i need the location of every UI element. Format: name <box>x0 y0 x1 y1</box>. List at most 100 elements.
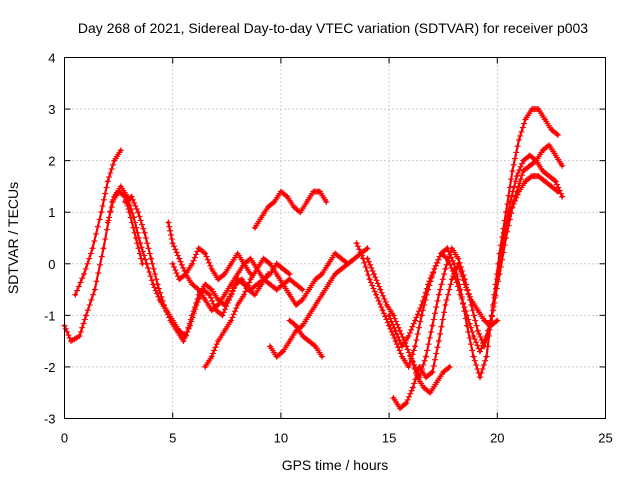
data-point <box>93 288 97 292</box>
data-point <box>420 303 424 307</box>
data-point <box>547 174 551 178</box>
data-point <box>320 355 324 359</box>
data-point <box>255 282 259 286</box>
data-point <box>223 293 227 297</box>
y-tick-labels: -3 -2 -1 0 1 2 3 4 <box>44 51 56 427</box>
data-point <box>394 339 398 343</box>
series-trace-10 <box>286 317 325 360</box>
data-point <box>84 313 88 317</box>
data-point <box>288 339 292 343</box>
y-tick-label: 0 <box>48 257 55 272</box>
data-point <box>456 257 460 261</box>
data-point <box>140 262 144 266</box>
data-point <box>203 282 207 286</box>
data-point <box>262 277 266 281</box>
data-point <box>320 272 324 276</box>
data-point <box>210 267 214 271</box>
data-point <box>149 257 153 261</box>
data-point <box>275 355 279 359</box>
data-point <box>508 210 512 214</box>
data-point <box>409 355 413 359</box>
data-point <box>556 133 560 137</box>
series-trace-2 <box>72 147 124 298</box>
data-point <box>279 190 283 194</box>
data-point <box>253 226 257 230</box>
x-tick-label: 15 <box>382 431 396 446</box>
data-point <box>233 282 238 286</box>
data-point <box>391 313 395 317</box>
data-point <box>387 324 391 328</box>
data-point <box>452 262 456 266</box>
data-point <box>536 174 541 178</box>
data-point <box>400 355 404 359</box>
data-point <box>281 349 285 354</box>
data-point <box>268 282 272 286</box>
data-point <box>456 262 460 266</box>
data-point <box>130 195 134 199</box>
data-point <box>333 251 337 256</box>
data-point <box>240 277 244 281</box>
data-point <box>184 272 188 276</box>
data-point <box>413 318 417 323</box>
data-point <box>407 334 411 338</box>
data-point <box>378 288 382 292</box>
data-point <box>413 344 417 348</box>
data-point <box>313 277 318 281</box>
data-point <box>424 355 428 359</box>
data-point <box>82 272 86 276</box>
data-point <box>151 282 155 286</box>
data-point <box>101 246 106 250</box>
data-point <box>253 293 257 297</box>
data-point <box>207 293 212 297</box>
data-point <box>374 293 378 297</box>
data-point <box>73 293 77 297</box>
y-axis-label: SDTVAR / TECUs <box>5 182 21 294</box>
data-point <box>530 107 534 111</box>
data-point <box>266 205 270 209</box>
data-point <box>437 339 441 343</box>
y-tick-label: -3 <box>44 412 56 427</box>
data-point <box>132 215 136 219</box>
data-point <box>188 324 192 328</box>
data-point <box>145 262 149 266</box>
data-point <box>106 179 110 183</box>
data-point <box>119 184 123 188</box>
data-point <box>435 380 439 384</box>
series-trace-8 <box>251 188 330 231</box>
data-point <box>190 282 194 286</box>
data-point <box>229 262 233 266</box>
data-point <box>415 375 419 379</box>
data-point <box>229 282 233 286</box>
data-point <box>430 324 434 328</box>
data-point <box>259 215 263 219</box>
data-point <box>294 282 298 286</box>
data-point <box>515 190 519 194</box>
data-point <box>99 210 103 214</box>
data-point <box>541 148 545 152</box>
data-point <box>346 262 350 266</box>
data-point <box>391 396 395 400</box>
data-point <box>69 339 73 343</box>
data-point <box>288 277 292 281</box>
data-point <box>400 344 404 348</box>
data-point <box>268 344 272 348</box>
data-point <box>197 246 201 250</box>
data-point <box>471 355 476 359</box>
data-point <box>476 329 480 333</box>
data-point <box>288 293 292 297</box>
data-point <box>489 324 493 328</box>
data-point <box>491 308 495 312</box>
data-point <box>268 262 272 266</box>
data-point <box>305 200 309 204</box>
data-point <box>484 334 489 338</box>
data-point <box>181 339 186 343</box>
data-point <box>275 288 279 292</box>
data-point <box>220 313 225 317</box>
data-point <box>365 257 370 261</box>
y-tick-label: 3 <box>48 102 55 117</box>
data-point <box>210 288 214 292</box>
data-point <box>294 303 298 307</box>
data-point <box>554 179 558 183</box>
data-point <box>333 272 337 276</box>
